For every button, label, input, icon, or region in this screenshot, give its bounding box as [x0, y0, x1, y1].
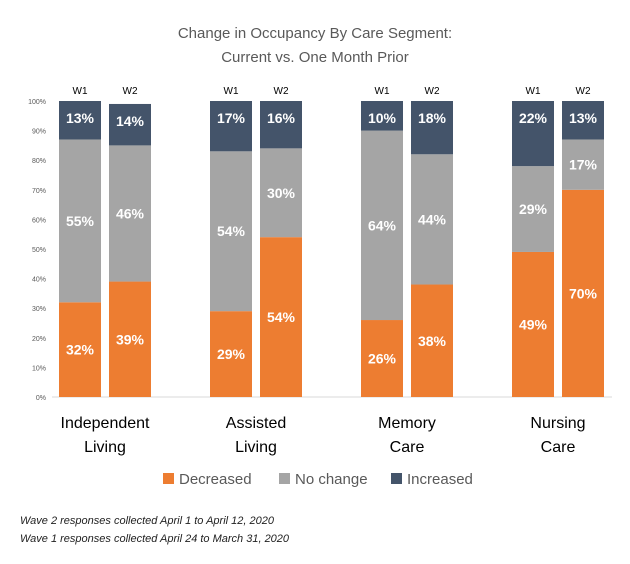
data-label: 70% — [569, 285, 598, 301]
data-label: 54% — [217, 223, 246, 239]
chart-title-line: Current vs. One Month Prior — [221, 49, 409, 66]
data-label: 26% — [368, 351, 397, 367]
bar-segment-no-change — [59, 139, 101, 303]
data-label: 46% — [116, 205, 145, 221]
legend-label: No change — [295, 471, 368, 488]
data-label: 55% — [66, 213, 95, 229]
data-label: 44% — [418, 211, 447, 227]
bar-segment-no-change — [512, 166, 554, 252]
bar-segment-no-change — [411, 154, 453, 285]
y-tick-label: 50% — [32, 247, 46, 254]
legend: Decreased No change Increased — [163, 471, 473, 488]
data-label: 10% — [368, 110, 397, 126]
bar-segment-increased — [512, 101, 554, 167]
legend-label: Decreased — [179, 471, 252, 488]
bar-wave-label: W1 — [375, 86, 390, 97]
data-label: 29% — [519, 201, 548, 217]
bar-wave-label: W1 — [73, 86, 88, 97]
bar-segment-decreased — [109, 281, 151, 397]
group-label: Independent — [61, 415, 151, 432]
bar-wave-label: W2 — [274, 86, 289, 97]
stacked-bar-chart: Change in Occupancy By Care Segment: Curr… — [28, 25, 612, 488]
data-label: 32% — [66, 342, 95, 358]
group-label: Memory — [378, 415, 436, 432]
group-label: Living — [84, 439, 126, 456]
data-label: 16% — [267, 110, 296, 126]
y-tick-label: 10% — [32, 365, 46, 372]
data-label: 64% — [368, 217, 397, 233]
bar-segment-decreased — [562, 189, 604, 397]
bar-segment-no-change — [109, 145, 151, 282]
legend-swatch — [163, 473, 174, 484]
footnote-wave1: Wave 1 responses collected April 24 to M… — [20, 533, 290, 545]
bar-wave-label: W1 — [224, 86, 239, 97]
y-tick-label: 40% — [32, 277, 46, 284]
legend-swatch — [279, 473, 290, 484]
y-tick-label: 90% — [32, 129, 46, 136]
data-label: 14% — [116, 113, 145, 129]
bar-segment-decreased — [260, 237, 302, 397]
chart-title: Change in Occupancy By Care Segment: Curr… — [178, 25, 452, 66]
chart-title-line: Change in Occupancy By Care Segment: — [178, 25, 452, 42]
y-tick-label: 100% — [28, 99, 46, 106]
bar-segment-no-change — [361, 130, 403, 321]
data-label: 13% — [66, 110, 95, 126]
bar-segment-no-change — [260, 148, 302, 238]
bar-segment-increased — [260, 101, 302, 149]
legend-label: Increased — [407, 471, 473, 488]
bar-segment-decreased — [59, 302, 101, 397]
bar-wave-label: W2 — [576, 86, 591, 97]
y-tick-label: 70% — [32, 188, 46, 195]
data-label: 13% — [569, 110, 598, 126]
bar-segment-no-change — [562, 139, 604, 190]
data-label: 49% — [519, 316, 548, 332]
x-axis: Independent Living Assisted Living Memory Car… — [61, 415, 586, 456]
group-label: Assisted — [226, 415, 286, 432]
legend-swatch — [391, 473, 402, 484]
bar-segment-increased — [361, 101, 403, 131]
bar-segment-increased — [59, 101, 101, 140]
group-label: Nursing — [530, 415, 585, 432]
data-label: 30% — [267, 185, 296, 201]
y-tick-label: 0% — [36, 395, 46, 402]
footnote-wave2: Wave 2 responses collected April 1 to Ap… — [20, 515, 274, 527]
bar-wave-label: W1 — [526, 86, 541, 97]
data-label: 18% — [418, 110, 447, 126]
bar-segment-increased — [210, 101, 252, 152]
bar-segment-decreased — [512, 251, 554, 397]
data-label: 38% — [418, 333, 447, 349]
bar-segment-decreased — [411, 284, 453, 397]
bar-segment-increased — [109, 103, 151, 146]
data-label: 54% — [267, 309, 296, 325]
y-tick-label: 30% — [32, 306, 46, 313]
data-label: 22% — [519, 110, 548, 126]
bar-segment-no-change — [210, 151, 252, 312]
data-label: 39% — [116, 331, 145, 347]
bar-wave-label: W2 — [123, 86, 138, 97]
group-label: Living — [235, 439, 277, 456]
data-label: 17% — [569, 157, 598, 173]
data-label: 17% — [217, 110, 246, 126]
y-tick-label: 60% — [32, 217, 46, 224]
y-tick-label: 80% — [32, 158, 46, 165]
group-label: Care — [390, 439, 425, 456]
bar-segment-decreased — [210, 311, 252, 397]
bar-segment-increased — [562, 101, 604, 140]
bar-segment-decreased — [361, 320, 403, 397]
bars: W1 32% 55% 13% W2 39% 46% 14% W1 29% 54% 17% W2 54% 30… — [59, 86, 604, 397]
bar-segment-increased — [411, 101, 453, 155]
data-label: 29% — [217, 346, 246, 362]
y-tick-label: 20% — [32, 336, 46, 343]
group-label: Care — [541, 439, 576, 456]
bar-wave-label: W2 — [425, 86, 440, 97]
